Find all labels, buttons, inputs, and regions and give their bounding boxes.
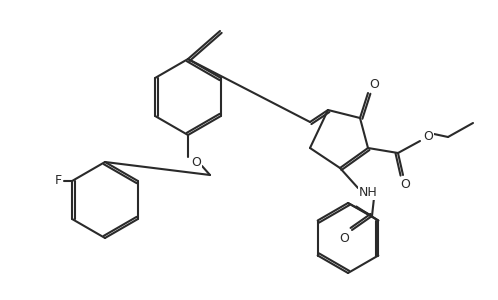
Text: O: O — [423, 130, 433, 143]
Text: O: O — [339, 232, 349, 244]
Text: O: O — [191, 157, 201, 169]
Text: O: O — [369, 79, 379, 92]
Text: F: F — [54, 175, 62, 188]
Text: NH: NH — [359, 187, 377, 200]
Text: O: O — [400, 178, 410, 190]
